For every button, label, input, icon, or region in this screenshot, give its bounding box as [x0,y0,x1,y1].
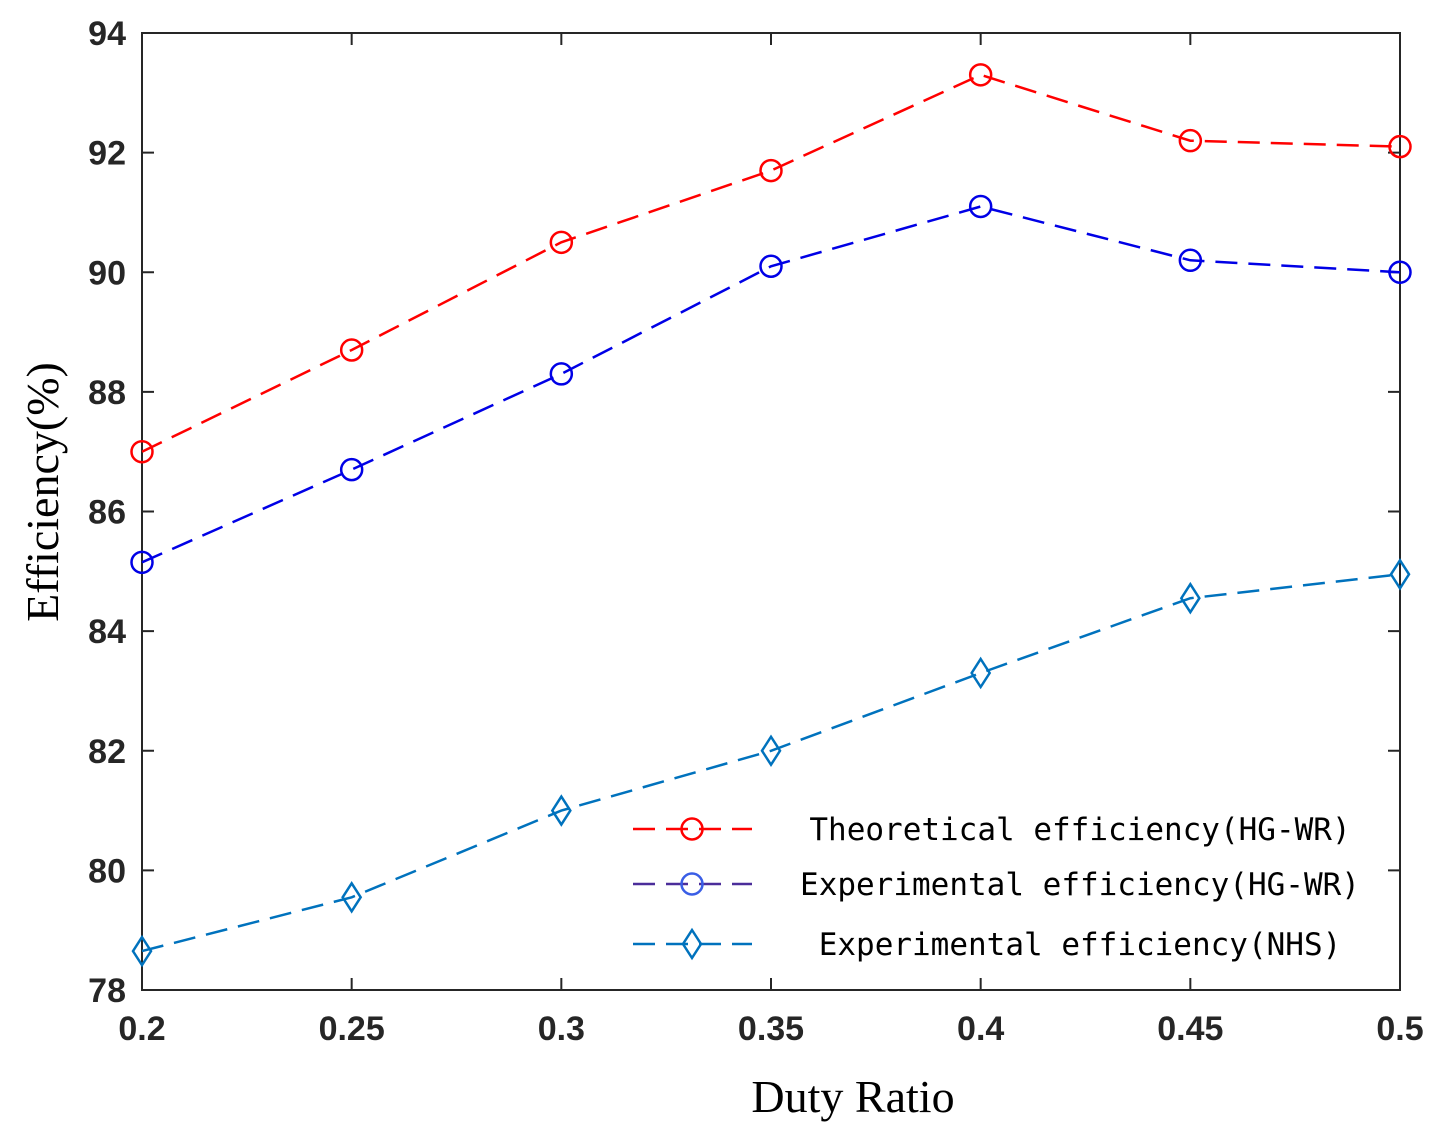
data-point [339,338,364,362]
legend-label: Theoretical efficiency(HG-WR) [809,812,1350,848]
data-point [968,63,993,87]
y-tick-label: 90 [88,254,126,292]
series-layer [130,63,1412,968]
legend-label: Experimental efficiency(NHS) [819,927,1342,963]
x-tick-label: 0.35 [738,1010,804,1048]
series-line [141,73,1401,453]
x-tick-label: 0.4 [957,1010,1004,1048]
data-point [1178,128,1203,153]
y-axis-ticks: 78 80 82 84 86 88 90 92 94 [88,15,1400,1010]
series-1 [130,63,1412,464]
x-tick-label: 0.25 [319,1010,385,1048]
y-tick-label: 92 [88,135,126,173]
data-point [760,734,782,768]
data-point [549,362,574,386]
x-axis-title: Duty Ratio [751,1071,954,1122]
series-line [141,205,1401,564]
data-point [1178,248,1203,273]
data-point [130,550,154,575]
data-point [1389,557,1411,591]
data-point [759,254,783,279]
y-axis-title: Efficiency(%) [17,362,68,622]
series-3 [131,557,1411,968]
data-point [341,880,363,914]
y-tick-label: 78 [88,972,126,1010]
y-tick-label: 88 [88,374,126,412]
data-point [1388,260,1412,284]
legend-marker [681,927,703,961]
legend-item-3: Experimental efficiency(NHS) [633,927,1341,963]
series-line [141,573,1401,953]
x-tick-label: 0.45 [1157,1010,1223,1048]
y-tick-label: 86 [88,494,126,532]
legend-item-2: Experimental efficiency(HG-WR) [633,867,1360,903]
legend: Theoretical efficiency(HG-WR) Experimenta… [633,812,1360,963]
y-tick-label: 94 [88,15,126,53]
data-point [131,934,153,968]
data-point [1388,134,1412,159]
y-tick-label: 80 [88,852,126,890]
x-tick-label: 0.3 [538,1010,585,1048]
plot-area [141,32,1401,991]
data-point [339,457,364,482]
y-tick-label: 82 [88,733,126,771]
data-point [759,158,783,183]
legend-marker [680,817,704,841]
x-tick-label: 0.2 [118,1010,165,1048]
legend-item-1: Theoretical efficiency(HG-WR) [633,812,1351,848]
data-point [550,794,572,827]
series-2 [130,194,1412,575]
legend-marker [680,872,704,896]
y-tick-label: 84 [88,613,126,651]
data-point [968,194,993,219]
data-point [549,230,574,255]
data-point [970,656,992,690]
data-point [130,439,154,464]
x-tick-label: 0.5 [1376,1010,1423,1048]
x-axis-ticks: 0.2 0.25 0.3 0.35 0.4 0.45 0.5 [118,33,1424,1048]
legend-label: Experimental efficiency(HG-WR) [800,867,1360,903]
data-point [1179,581,1201,615]
